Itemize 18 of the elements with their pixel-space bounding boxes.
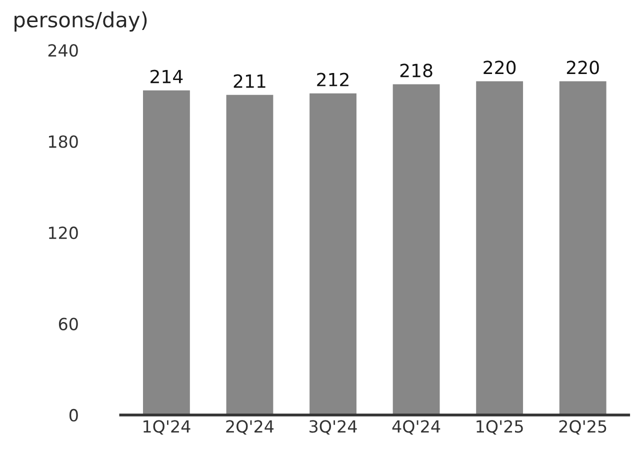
x-tick-label: 1Q'24 (144, 420, 190, 435)
x-tick-label: 1Q'25 (476, 420, 523, 435)
data-label: 220 (484, 60, 516, 74)
y-tick-label: 120 (49, 226, 78, 240)
data-label: 211 (234, 74, 266, 88)
y-tick-label: 240 (48, 44, 78, 57)
data-label: 218 (400, 64, 432, 78)
y-tick-label: 0 (69, 408, 78, 422)
data-label: 212 (317, 72, 348, 86)
data-label: 214 (150, 70, 183, 84)
x-tick-label: 4Q'24 (392, 420, 440, 435)
chart-title: persons/day) (14, 11, 147, 32)
x-tick-label: 2Q'24 (226, 420, 274, 435)
y-tick-label: 60 (58, 318, 78, 330)
data-label: 220 (566, 60, 599, 74)
x-tick-label: 3Q'24 (310, 420, 357, 435)
x-tick-label: 2Q'25 (559, 420, 606, 435)
y-tick-label: 180 (49, 135, 78, 148)
